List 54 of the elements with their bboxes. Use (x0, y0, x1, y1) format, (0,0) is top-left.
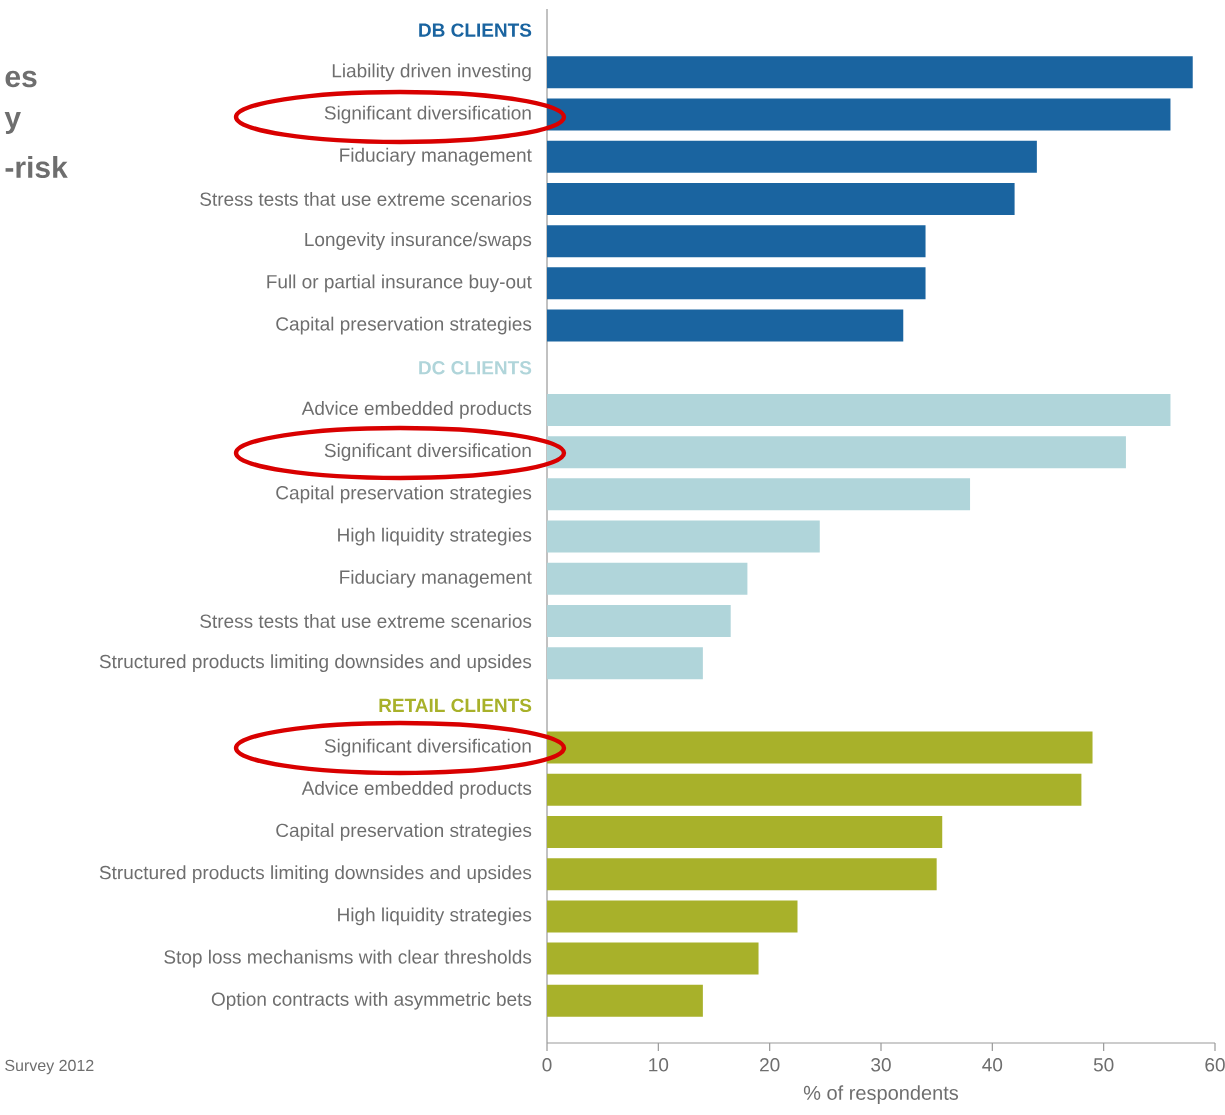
y-tick-label: Option contracts with asymmetric bets (211, 991, 532, 1010)
y-tick-label: Capital preservation strategies (276, 485, 532, 504)
bar (547, 225, 926, 258)
y-tick-label: Structured products limiting downsides and upsides (99, 654, 532, 673)
bar (547, 647, 703, 680)
bar (547, 520, 820, 553)
y-tick-label: Advice embedded products (301, 780, 532, 799)
y-tick-label: Stress tests that use extreme scenarios (200, 613, 532, 628)
y-tick-label: Fiduciary management (340, 569, 532, 588)
x-tick-label: 20 (760, 1058, 780, 1072)
bar (547, 140, 1037, 173)
text: es (5, 70, 37, 88)
x-tick-label: 50 (1093, 1058, 1114, 1072)
y-tick-label: Full or partial insurance buy-out (267, 274, 532, 293)
bar (547, 309, 904, 342)
bar (547, 900, 798, 933)
x-tick-label: 10 (649, 1058, 669, 1072)
text: -risk (5, 155, 68, 178)
bar (547, 604, 731, 637)
bar (547, 562, 748, 595)
x-tick-label: 40 (982, 1058, 1003, 1072)
y-tick-label: Capital preservation strategies (276, 316, 532, 335)
bar (547, 942, 759, 975)
y-tick-label: Fiduciary management (340, 147, 532, 166)
y-tick-label: Stop loss mechanisms with clear thresholds (164, 949, 532, 968)
bar (547, 182, 1015, 215)
text: y (4, 111, 21, 135)
x-tick-label: 0 (542, 1058, 552, 1072)
y-tick-label: Liability driven investing (332, 63, 531, 82)
text: Survey 2012 (5, 1059, 94, 1075)
bar (547, 56, 1193, 89)
y-tick-label: RETAIL CLIENTS (379, 698, 532, 713)
x-axis-title: % of respondents (803, 1085, 959, 1104)
y-tick-label: DC CLIENTS (419, 361, 532, 375)
y-tick-label: Longevity insurance/swaps (305, 232, 532, 250)
y-tick-label: Stress tests that use extreme scenarios (200, 191, 532, 206)
bar (547, 478, 971, 511)
y-tick-label: High liquidity strategies (338, 527, 532, 546)
bar (547, 858, 937, 891)
y-tick-label: Capital preservation strategies (276, 823, 532, 841)
y-tick-label: Significant diversification (324, 443, 531, 462)
bar (547, 815, 943, 848)
y-tick-label: DB CLIENTS (419, 23, 532, 37)
bar (547, 773, 1082, 806)
y-tick-label: Structured products limiting downsides and upsides (99, 865, 532, 884)
y-tick-label: Advice embedded products (301, 401, 532, 419)
y-tick-label: Significant diversification (324, 738, 531, 757)
y-tick-label: Significant diversification (324, 105, 531, 124)
bar (547, 267, 926, 300)
x-tick-label: 60 (1205, 1058, 1225, 1072)
bar (547, 393, 1171, 426)
y-tick-label: High liquidity strategies (338, 907, 532, 926)
x-tick-label: 30 (871, 1058, 891, 1072)
bar (547, 984, 703, 1017)
